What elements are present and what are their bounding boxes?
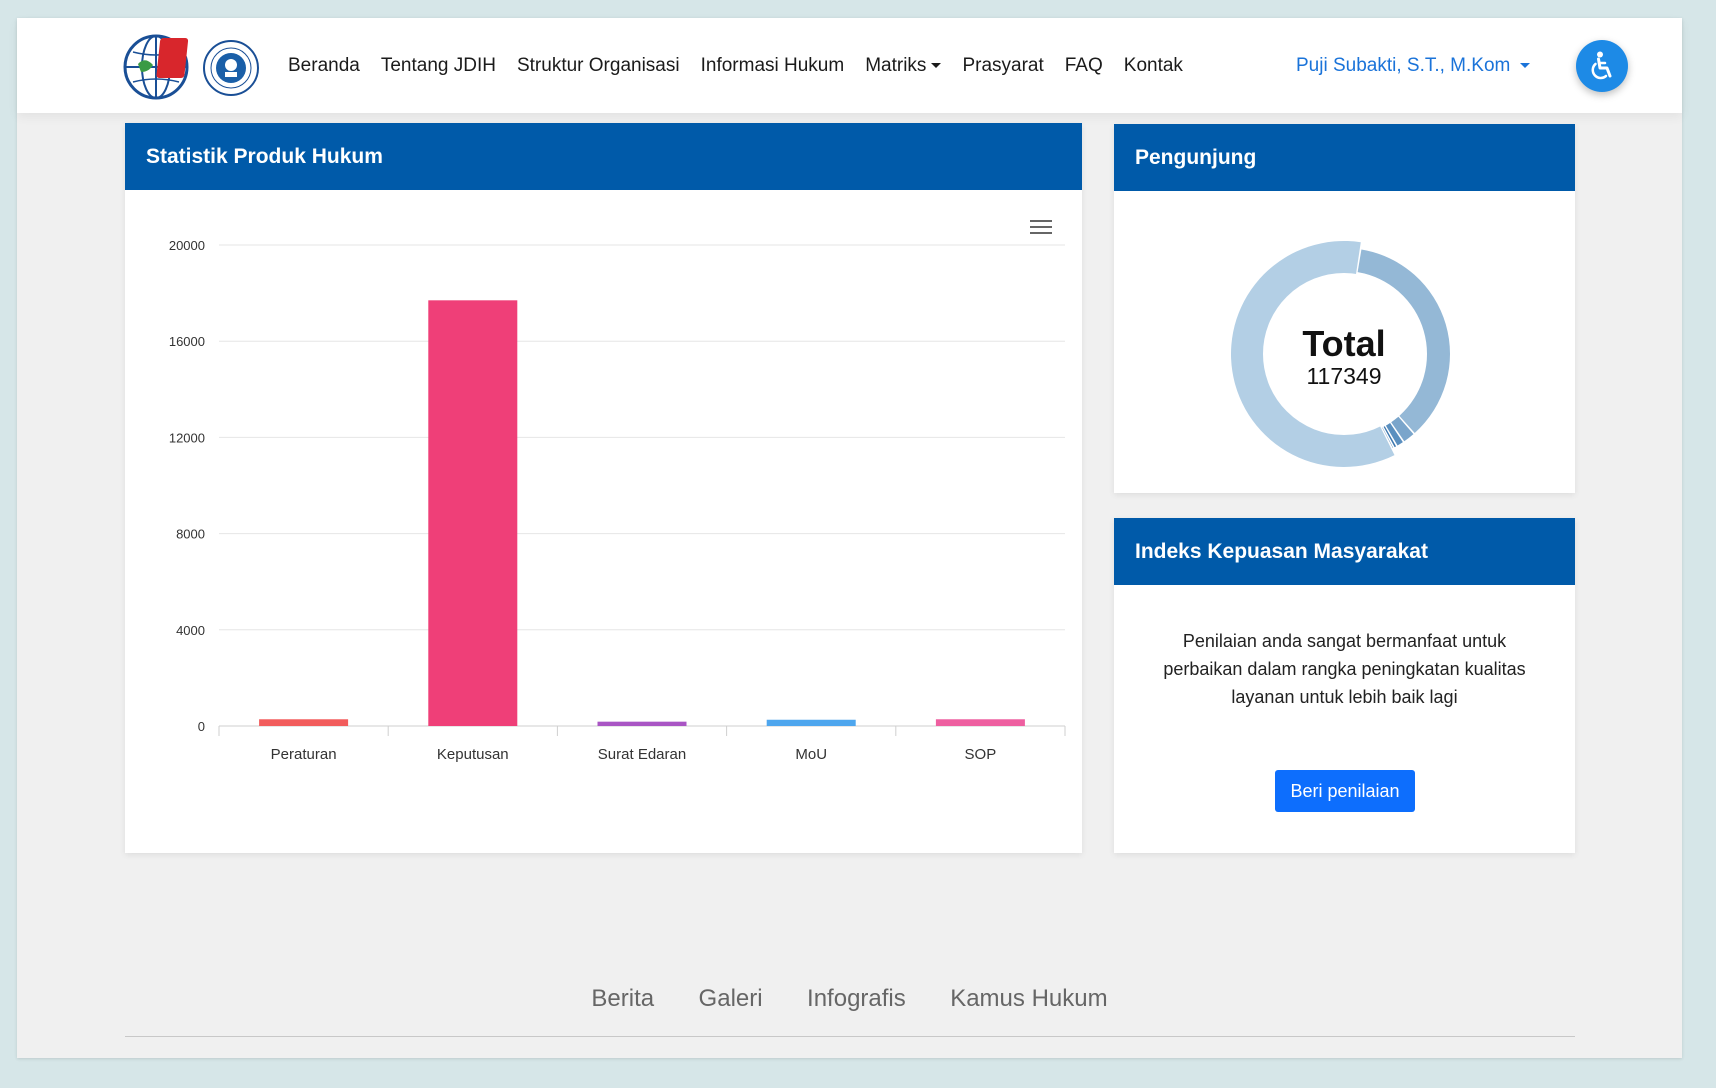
beri-penilaian-button[interactable]: Beri penilaian (1275, 770, 1415, 812)
donut-center-value: 117349 (1306, 363, 1381, 389)
nav-prasyarat[interactable]: Prasyarat (962, 55, 1043, 77)
footer-links: Berita Galeri Infografis Kamus Hukum (17, 985, 1682, 1013)
footer-divider (125, 1036, 1575, 1037)
nav-struktur-organisasi[interactable]: Struktur Organisasi (517, 55, 680, 77)
y-tick-label: 16000 (169, 334, 205, 349)
pengunjung-card: Pengunjung Total 117349 (1114, 124, 1575, 493)
bar-chart: 0 4000 8000 12000 16000 20000 Peraturan Keputus… (169, 238, 1066, 763)
nav-prasyarat-label: Prasyarat (962, 54, 1044, 76)
pengunjung-card-title: Pengunjung (1114, 124, 1575, 191)
nav-matriks-dropdown[interactable]: Matriks (865, 54, 942, 77)
footer-infografis[interactable]: Infografis (807, 985, 906, 1012)
logos (123, 32, 275, 102)
institution-seal[interactable] (203, 40, 259, 96)
nav-tentang-jdih-label: Tentang JDIH (380, 54, 496, 76)
bar[interactable] (766, 719, 856, 726)
donut-slice[interactable] (1391, 416, 1414, 442)
nav-beranda[interactable]: Beranda (288, 55, 360, 77)
y-tick-label: 8000 (176, 527, 205, 542)
nav-links: Beranda Tentang JDIH Struktur Organisasi… (288, 18, 1204, 113)
donut-hole (1263, 273, 1425, 435)
statistik-card: Statistik Produk Hukum 0 4000 8000 12000 160… (125, 123, 1082, 853)
statistik-card-title: Statistik Produk Hukum (125, 123, 1082, 190)
user-menu-dropdown[interactable]: Puji Subakti, S.T., M.Kom (1296, 18, 1531, 113)
nav-struktur-organisasi-label: Struktur Organisasi (516, 54, 680, 76)
nav-tentang-jdih[interactable]: Tentang JDIH (381, 55, 496, 77)
donut-slice[interactable] (1385, 423, 1403, 446)
accessibility-button[interactable] (1576, 40, 1628, 92)
footer-berita[interactable]: Berita (591, 985, 655, 1012)
visitor-donut-chart: Total 117349 (1231, 241, 1450, 467)
ikm-card-title: Indeks Kepuasan Masyarakat (1114, 518, 1575, 585)
footer-kamus-hukum[interactable]: Kamus Hukum (950, 985, 1108, 1012)
nav-beranda-label: Beranda (288, 54, 360, 76)
donut-slice[interactable] (1382, 427, 1394, 449)
ikm-description: Penilaian anda sangat bermanfaat untuk p… (1163, 631, 1526, 707)
jdih-logo[interactable] (123, 32, 193, 102)
nav-informasi-hukum-label: Informasi Hukum (700, 54, 845, 76)
donut-slice[interactable] (1231, 241, 1395, 467)
donut-slice[interactable] (1357, 249, 1450, 433)
nav-kontak[interactable]: Kontak (1124, 55, 1183, 77)
bar[interactable] (259, 719, 349, 726)
bar[interactable] (597, 721, 687, 726)
wheelchair-icon (1591, 51, 1612, 80)
donut-center-label: Total (1302, 323, 1385, 364)
x-tick-label: Surat Edaran (598, 746, 686, 763)
x-tick-label: Keputusan (437, 746, 509, 763)
caret-down-icon (1520, 63, 1531, 68)
nav-matriks-label: Matriks (865, 54, 927, 76)
bar[interactable] (428, 300, 518, 726)
caret-down-icon (931, 63, 942, 68)
nav-kontak-label: Kontak (1123, 54, 1183, 76)
x-tick-label: SOP (965, 746, 997, 763)
chart-menu-icon[interactable] (1030, 220, 1052, 240)
user-name: Puji Subakti, S.T., M.Kom (1296, 54, 1511, 76)
y-tick-label: 0 (198, 719, 205, 734)
page-frame: Beranda Tentang JDIH Struktur Organisasi… (17, 18, 1682, 1058)
footer-galeri[interactable]: Galeri (698, 985, 763, 1012)
donut-slice[interactable] (1383, 426, 1397, 448)
y-tick-label: 12000 (169, 430, 205, 445)
nav-faq[interactable]: FAQ (1065, 55, 1103, 77)
bar[interactable] (935, 719, 1025, 726)
nav-faq-label: FAQ (1064, 54, 1103, 76)
y-tick-label: 4000 (176, 623, 205, 638)
x-tick-label: Peraturan (271, 746, 337, 763)
ikm-card: Indeks Kepuasan Masyarakat Penilaian and… (1114, 518, 1575, 853)
nav-informasi-hukum[interactable]: Informasi Hukum (701, 55, 845, 77)
y-tick-label: 20000 (169, 238, 205, 253)
navbar: Beranda Tentang JDIH Struktur Organisasi… (17, 18, 1682, 113)
x-tick-label: MoU (795, 746, 827, 763)
